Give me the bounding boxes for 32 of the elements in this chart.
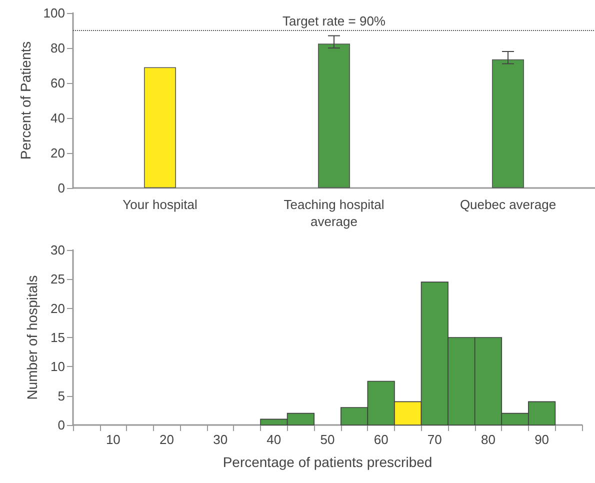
bar (318, 44, 350, 188)
x-tick-label: 30 (213, 432, 228, 447)
x-tick-label: 60 (374, 432, 388, 447)
x-axis-title: Percentage of patients prescribed (222, 454, 432, 470)
x-tick-label: 10 (106, 432, 120, 447)
ref-line-label: Target rate = 90% (282, 14, 386, 28)
x-tick-label: 90 (534, 432, 550, 447)
y-axis-title: Percent of Patients (17, 41, 34, 160)
x-tick-label: 20 (160, 432, 174, 447)
x-tick-label: Your hospital (122, 197, 198, 212)
x-tick-label: 40 (266, 432, 282, 447)
x-tick-label: Quebec average (460, 197, 556, 212)
y-tick-label: 15 (50, 330, 65, 345)
y-tick-label: 40 (50, 110, 65, 126)
x-tick-label: Teaching hospital average (284, 197, 384, 229)
y-tick-label: 80 (50, 40, 65, 56)
y-axis-title: Number of hospitals (24, 275, 40, 400)
y-tick-label: 10 (50, 359, 65, 374)
y-tick-label: 0 (58, 180, 65, 196)
y-tick-label: 20 (50, 300, 65, 316)
y-tick-label: 20 (50, 146, 65, 160)
x-tick-label: 70 (427, 432, 442, 447)
y-tick-label: 25 (50, 272, 65, 287)
bar (144, 67, 176, 188)
bar (492, 59, 524, 188)
x-tick-label: 50 (320, 432, 335, 447)
x-tick-label: 80 (481, 432, 496, 447)
y-tick-label: 100 (43, 6, 65, 20)
y-tick-label: 60 (50, 76, 65, 90)
y-tick-label: 5 (58, 388, 65, 404)
y-tick-label: 0 (58, 418, 65, 432)
y-tick-label: 30 (50, 242, 65, 258)
